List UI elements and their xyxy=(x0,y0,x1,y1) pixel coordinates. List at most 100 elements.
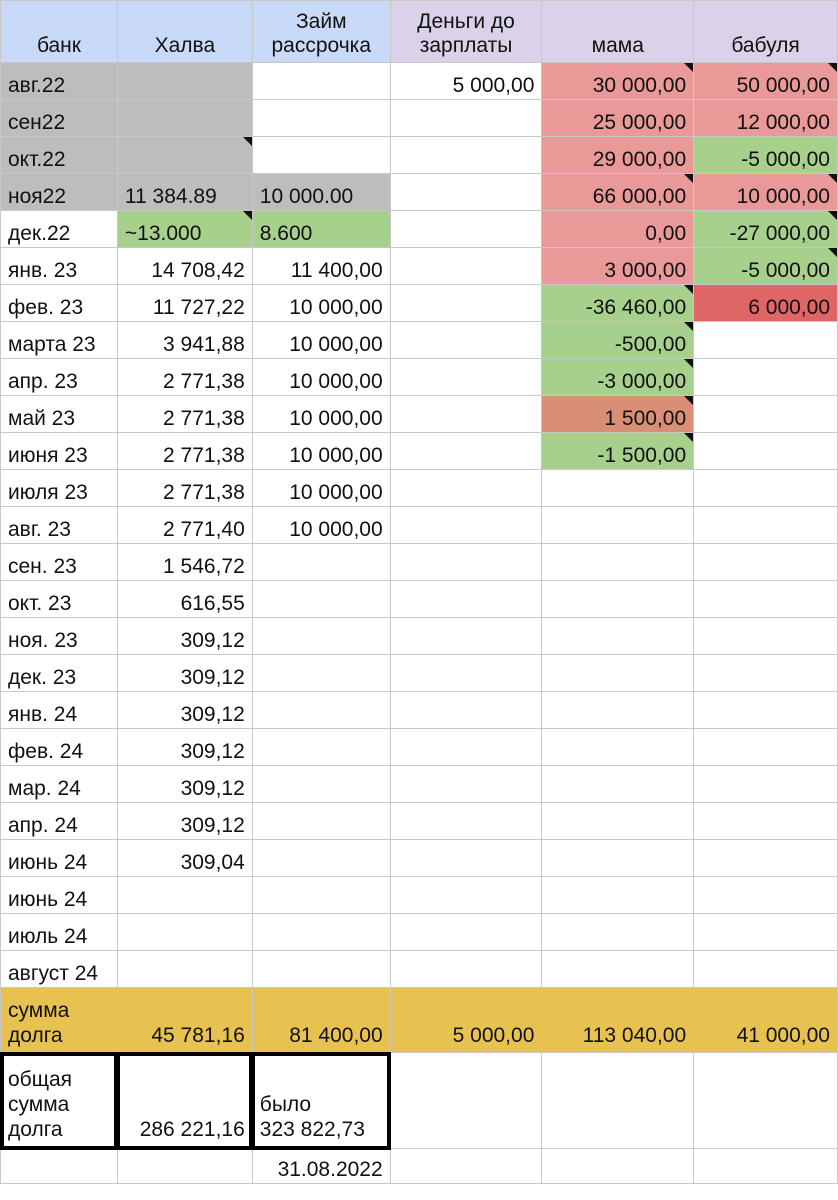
mama-cell[interactable] xyxy=(541,506,695,544)
babulya-cell[interactable] xyxy=(693,691,838,729)
row-label[interactable]: июнь 24 xyxy=(0,839,118,877)
empty-cell[interactable] xyxy=(389,1148,543,1184)
zaim-cell[interactable] xyxy=(251,802,391,840)
row-label[interactable]: август 24 xyxy=(0,950,118,988)
babulya-cell[interactable] xyxy=(693,543,838,581)
zaim-cell[interactable] xyxy=(251,99,391,137)
empty-cell[interactable] xyxy=(693,1148,838,1184)
snapshot-date[interactable]: 31.08.2022 xyxy=(251,1148,391,1184)
zaim-cell[interactable] xyxy=(251,136,391,174)
total-label[interactable]: общая сумма долга xyxy=(0,1051,119,1150)
empty-cell[interactable] xyxy=(541,1052,695,1149)
zaim-cell[interactable]: 10 000,00 xyxy=(251,284,391,322)
halva-cell[interactable] xyxy=(116,950,253,988)
mama-cell[interactable]: -3 000,00 xyxy=(541,358,695,396)
dengi-cell[interactable] xyxy=(389,802,543,840)
babulya-cell[interactable]: 10 000,00 xyxy=(693,173,838,211)
dengi-cell[interactable] xyxy=(389,543,543,581)
mama-cell[interactable]: 25 000,00 xyxy=(541,99,695,137)
dengi-cell[interactable] xyxy=(389,876,543,914)
dengi-cell[interactable] xyxy=(389,136,543,174)
row-label[interactable]: июня 23 xyxy=(0,432,118,470)
dengi-cell[interactable] xyxy=(389,950,543,988)
halva-cell[interactable]: 11 384.89 xyxy=(116,173,253,211)
mama-cell[interactable]: -36 460,00 xyxy=(541,284,695,322)
mama-cell[interactable] xyxy=(541,802,695,840)
mama-cell[interactable] xyxy=(541,765,695,803)
mama-cell[interactable] xyxy=(541,950,695,988)
babulya-cell[interactable] xyxy=(693,469,838,507)
mama-cell[interactable] xyxy=(541,728,695,766)
halva-cell[interactable]: 2 771,38 xyxy=(116,432,253,470)
babulya-cell[interactable]: -5 000,00 xyxy=(693,136,838,174)
dengi-cell[interactable] xyxy=(389,691,543,729)
header-zaim[interactable]: Займ рассрочка xyxy=(251,0,391,63)
zaim-cell[interactable]: 10 000,00 xyxy=(251,358,391,396)
mama-cell[interactable] xyxy=(541,913,695,951)
mama-cell[interactable]: 66 000,00 xyxy=(541,173,695,211)
row-label[interactable]: сен. 23 xyxy=(0,543,118,581)
row-label[interactable]: апр. 23 xyxy=(0,358,118,396)
row-label[interactable]: апр. 24 xyxy=(0,802,118,840)
sum-dengi[interactable]: 5 000,00 xyxy=(389,987,543,1053)
mama-cell[interactable] xyxy=(541,469,695,507)
babulya-cell[interactable]: -27 000,00 xyxy=(693,210,838,248)
babulya-cell[interactable] xyxy=(693,358,838,396)
halva-cell[interactable]: 616,55 xyxy=(116,580,253,618)
babulya-cell[interactable] xyxy=(693,321,838,359)
halva-cell[interactable]: 2 771,38 xyxy=(116,358,253,396)
halva-cell[interactable]: 309,12 xyxy=(116,691,253,729)
dengi-cell[interactable] xyxy=(389,839,543,877)
row-label[interactable]: дек.22 xyxy=(0,210,118,248)
mama-cell[interactable] xyxy=(541,580,695,618)
dengi-cell[interactable]: 5 000,00 xyxy=(389,62,543,100)
halva-cell[interactable] xyxy=(116,913,253,951)
babulya-cell[interactable] xyxy=(693,876,838,914)
zaim-cell[interactable]: 10 000,00 xyxy=(251,395,391,433)
row-label[interactable]: фев. 23 xyxy=(0,284,118,322)
halva-cell[interactable]: 2 771,38 xyxy=(116,395,253,433)
mama-cell[interactable]: 29 000,00 xyxy=(541,136,695,174)
sum-mama[interactable]: 113 040,00 xyxy=(541,987,695,1053)
halva-cell[interactable]: 14 708,42 xyxy=(116,247,253,285)
babulya-cell[interactable] xyxy=(693,728,838,766)
row-label[interactable]: ноя22 xyxy=(0,173,118,211)
mama-cell[interactable] xyxy=(541,691,695,729)
header-halva[interactable]: Халва xyxy=(116,0,253,63)
zaim-cell[interactable]: 11 400,00 xyxy=(251,247,391,285)
babulya-cell[interactable] xyxy=(693,654,838,692)
zaim-cell[interactable] xyxy=(251,543,391,581)
mama-cell[interactable]: 1 500,00 xyxy=(541,395,695,433)
mama-cell[interactable]: -500,00 xyxy=(541,321,695,359)
halva-cell[interactable]: 11 727,22 xyxy=(116,284,253,322)
empty-cell[interactable] xyxy=(116,1148,253,1184)
halva-cell[interactable]: 2 771,40 xyxy=(116,506,253,544)
row-label[interactable]: окт.22 xyxy=(0,136,118,174)
halva-cell[interactable]: ~13.000 xyxy=(116,210,253,248)
halva-cell[interactable]: 309,12 xyxy=(116,617,253,655)
babulya-cell[interactable]: -5 000,00 xyxy=(693,247,838,285)
zaim-cell[interactable]: 10 000,00 xyxy=(251,432,391,470)
mama-cell[interactable] xyxy=(541,839,695,877)
dengi-cell[interactable] xyxy=(389,395,543,433)
sum-label[interactable]: сумма долга xyxy=(0,987,118,1053)
row-label[interactable]: июль 24 xyxy=(0,913,118,951)
dengi-cell[interactable] xyxy=(389,728,543,766)
sum-babulya[interactable]: 41 000,00 xyxy=(693,987,838,1053)
row-label[interactable]: сен22 xyxy=(0,99,118,137)
zaim-cell[interactable] xyxy=(251,950,391,988)
mama-cell[interactable]: 3 000,00 xyxy=(541,247,695,285)
header-dengi[interactable]: Деньги до зарплаты xyxy=(389,0,543,63)
mama-cell[interactable] xyxy=(541,654,695,692)
empty-cell[interactable] xyxy=(541,1148,695,1184)
header-bank[interactable]: банк xyxy=(0,0,118,63)
babulya-cell[interactable] xyxy=(693,432,838,470)
row-label[interactable]: июля 23 xyxy=(0,469,118,507)
mama-cell[interactable] xyxy=(541,543,695,581)
row-label[interactable]: янв. 24 xyxy=(0,691,118,729)
babulya-cell[interactable] xyxy=(693,950,838,988)
halva-cell[interactable]: 2 771,38 xyxy=(116,469,253,507)
dengi-cell[interactable] xyxy=(389,284,543,322)
halva-cell[interactable] xyxy=(116,99,253,137)
babulya-cell[interactable]: 6 000,00 xyxy=(693,284,838,322)
